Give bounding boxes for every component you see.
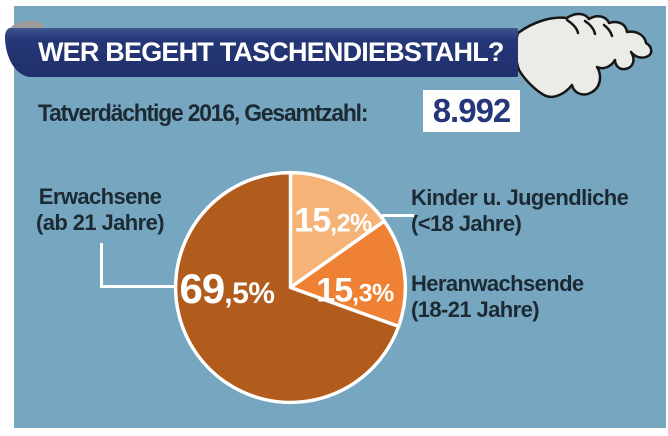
slice-value-kinder: 15,2% xyxy=(294,201,372,240)
callout-heranwachsende: Heranwachsende (18-21 Jahre) xyxy=(411,271,584,323)
callout-heranwachsende-name: Heranwachsende xyxy=(411,271,584,296)
chart-subtitle: Tatverdächtige 2016, Gesamtzahl: xyxy=(38,100,368,127)
glove-hand-icon xyxy=(514,12,653,99)
callout-kinder-name: Kinder u. Jugendliche xyxy=(411,185,629,210)
callout-erwachsene-name: Erwachsene xyxy=(38,184,162,209)
callout-kinder: Kinder u. Jugendliche (<18 Jahre) xyxy=(411,185,629,237)
connector-erwachsene-vertical xyxy=(100,243,103,288)
pie-slice-2 xyxy=(173,170,401,405)
callout-kinder-age: (<18 Jahre) xyxy=(411,211,522,236)
connector-erwachsene-horizontal xyxy=(100,285,178,288)
pie-slice-1 xyxy=(288,219,408,329)
slice-value-heranwachsende: 15,3% xyxy=(316,271,394,310)
total-count: 8.992 xyxy=(432,92,512,129)
page-title: WER BEGEHT TASCHENDIEBSTAHL? xyxy=(38,37,504,67)
pie-slice-0 xyxy=(288,170,387,290)
connector-kinder xyxy=(382,214,414,217)
callout-erwachsene: Erwachsene (ab 21 Jahre) xyxy=(18,184,182,236)
callout-heranwachsende-age: (18-21 Jahre) xyxy=(411,297,540,322)
callout-erwachsene-age: (ab 21 Jahre) xyxy=(36,210,165,235)
total-count-box: 8.992 xyxy=(423,90,520,132)
slice-value-erwachsene: 69,5% xyxy=(179,265,275,312)
pie-chart xyxy=(173,170,408,405)
header-ribbon: WER BEGEHT TASCHENDIEBSTAHL? xyxy=(5,28,518,77)
